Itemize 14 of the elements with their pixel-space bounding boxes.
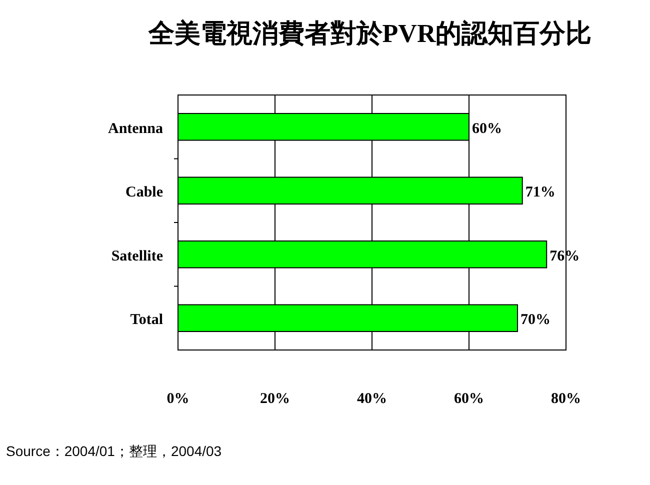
x-tick-label: 80%	[551, 391, 581, 407]
source-note: Source：2004/01；整理，2004/03	[6, 443, 222, 459]
data-label: 70%	[520, 312, 550, 328]
x-tick-label: 20%	[260, 391, 290, 407]
chart-title: 全美電視消費者對於PVR的認知百分比	[147, 19, 592, 48]
x-tick-label: 0%	[166, 391, 190, 407]
y-tick-label: Antenna	[108, 120, 164, 137]
data-label: 60%	[472, 120, 502, 137]
y-tick-label: Cable	[126, 184, 164, 201]
y-tick-label: Satellite	[111, 248, 164, 264]
x-tick-label: 60%	[454, 391, 484, 407]
data-label: 71%	[525, 184, 556, 201]
x-tick-label: 40%	[357, 391, 387, 407]
y-tick-label: Total	[130, 312, 163, 328]
